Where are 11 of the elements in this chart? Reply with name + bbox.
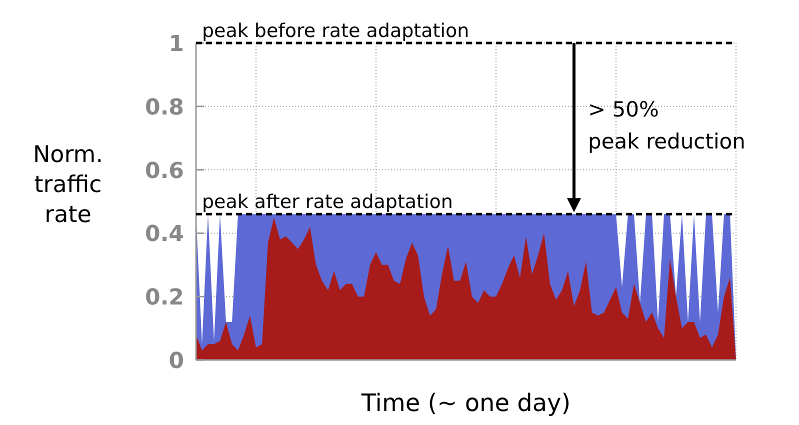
ref-line-label: peak after rate adaptation xyxy=(202,191,453,214)
annotation: > 50% peak reduction xyxy=(588,98,746,154)
y-tick-label: 0.6 xyxy=(145,158,184,184)
y-tick-label: 0.8 xyxy=(145,95,184,120)
y-tick-label: 0 xyxy=(168,349,184,374)
y-tick-label: 0.4 xyxy=(145,222,184,248)
y-axis-title: Norm. traffic rate xyxy=(32,142,104,228)
y-tick-label: 0.2 xyxy=(145,286,184,311)
ref-line-label: peak before rate adaptation xyxy=(202,20,470,42)
y-tick-label: 1 xyxy=(168,32,184,57)
x-axis-title: Time (~ one day) xyxy=(360,389,571,417)
